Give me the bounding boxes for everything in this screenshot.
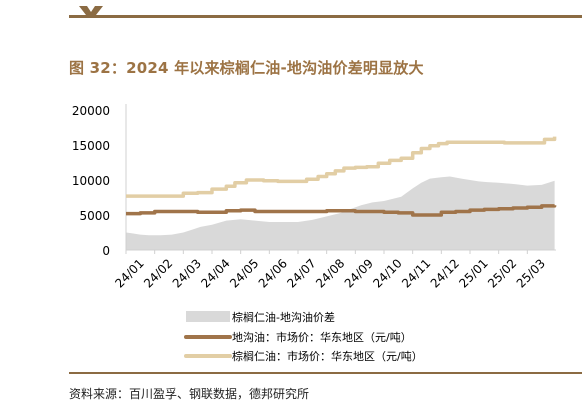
x-tick-label: 24/08 [313,256,347,290]
figure-title: 图 32：2024 年以来棕榈仁油-地沟油价差明显放大 [69,59,424,77]
footer-rule [69,372,582,374]
y-tick-label: 20000 [72,104,110,118]
series-lines [126,136,557,217]
series-area-spread [126,176,555,250]
header-rule [69,15,582,18]
x-tick-label: 25/02 [485,256,519,290]
x-tick-label: 24/05 [227,256,261,290]
series-line-1 [126,204,557,217]
x-tick-label: 24/04 [198,256,232,290]
legend-label: 地沟油：市场价：华东地区（元/吨） [232,330,412,344]
legend-swatch-area [186,311,230,322]
series-line-2 [126,136,557,198]
legend-label: 棕榈仁油-地沟油价差 [232,310,335,324]
x-tick-label: 24/01 [112,256,146,290]
x-tick-label: 24/03 [170,256,204,290]
source-note: 资料来源：百川盈孚、钢联数据，德邦研究所 [69,387,310,401]
y-tick-label: 0 [102,244,110,258]
x-tick-label: 25/01 [456,256,490,290]
x-tick-label: 24/09 [342,256,376,290]
x-tick-label: 24/02 [141,256,175,290]
legend-label: 棕榈仁油：市场价：华东地区（元/吨） [232,349,423,363]
report-logo [69,0,109,15]
x-tick-label: 24/06 [256,256,290,290]
x-tick-label: 24/12 [428,256,462,290]
chart: 0 5000 10000 15000 20000 24/0124/0224/0324/04… [72,104,557,363]
y-tick-label: 10000 [72,174,110,188]
x-tick-label: 24/10 [370,256,404,290]
x-tick-label: 24/11 [399,256,433,290]
spread-area-layer [126,176,555,250]
x-tick-label: 25/03 [514,256,548,290]
x-tick-label: 24/07 [284,256,318,290]
y-tick-label: 5000 [79,209,110,223]
y-tick-label: 15000 [72,139,110,153]
